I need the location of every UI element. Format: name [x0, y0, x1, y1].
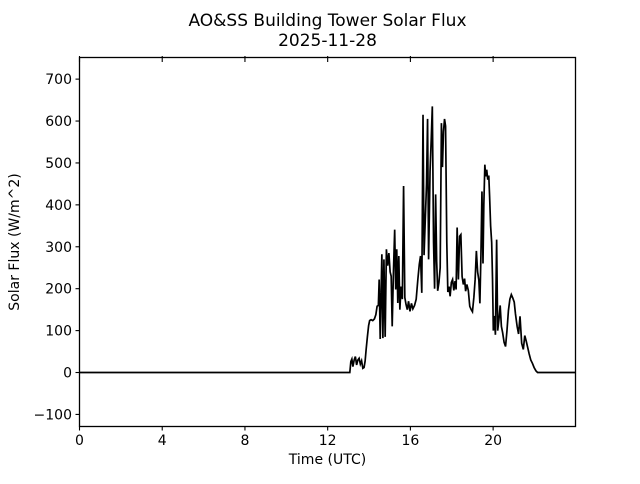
- y-tick-label: 200: [45, 282, 72, 298]
- y-tick-label: 300: [45, 240, 72, 256]
- y-tick-label: −100: [34, 407, 72, 423]
- y-tick-label: 0: [63, 366, 72, 382]
- tick-marks: [75, 56, 494, 431]
- y-tick-label: 100: [45, 324, 72, 340]
- y-tick-label: 500: [45, 156, 72, 172]
- y-tick-label: 400: [45, 198, 72, 214]
- x-tick-label: 20: [484, 433, 502, 449]
- flux-series: [79, 106, 576, 374]
- x-tick-label: 16: [401, 433, 419, 449]
- chart-title: AO&SS Building Tower Solar Flux: [188, 11, 466, 31]
- plot-border: [78, 56, 577, 428]
- x-tick-label: 12: [319, 433, 337, 449]
- solar-flux-line: [79, 106, 576, 374]
- y-tick-label: 700: [45, 72, 72, 88]
- y-tick-label: 600: [45, 114, 72, 130]
- x-tick-label: 8: [240, 433, 249, 449]
- y-axis-label: Solar Flux (W/m^2): [7, 173, 23, 310]
- chart-subtitle-date: 2025-11-28: [278, 31, 377, 51]
- x-axis-label: Time (UTC): [288, 452, 366, 468]
- x-tick-label: 4: [158, 433, 167, 449]
- x-tick-label: 0: [75, 433, 84, 449]
